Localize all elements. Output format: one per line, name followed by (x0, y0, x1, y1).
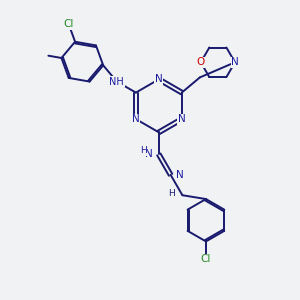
Text: N: N (145, 149, 152, 159)
Text: H: H (168, 189, 175, 198)
Text: N: N (155, 74, 163, 84)
Text: N: N (231, 57, 239, 67)
Text: N: N (176, 170, 184, 180)
Text: H: H (140, 146, 147, 155)
Text: O: O (197, 57, 205, 67)
Text: N: N (178, 114, 186, 124)
Text: Cl: Cl (201, 254, 211, 264)
Text: N: N (132, 114, 140, 124)
Text: Cl: Cl (64, 19, 74, 29)
Text: NH: NH (110, 76, 124, 86)
